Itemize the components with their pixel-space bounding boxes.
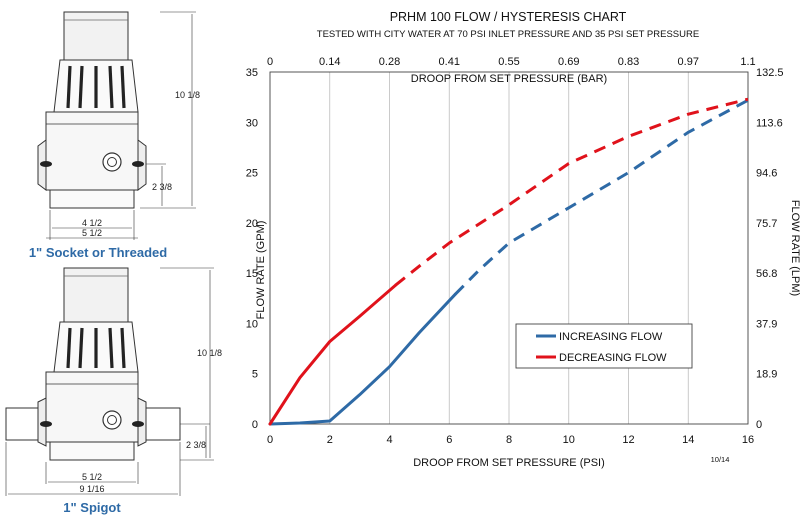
x2-tick-labels: 0 0.14 0.28 0.41 0.55 0.69 0.83 0.97 1.1 bbox=[267, 56, 756, 68]
dim-height-bottom: 10 1/8 bbox=[197, 348, 222, 358]
dim-width-outer-bottom: 9 1/16 bbox=[79, 484, 104, 494]
y-tick-label: 30 bbox=[246, 117, 258, 129]
x2-tick-label: 1.1 bbox=[740, 56, 755, 68]
y2-tick-label: 0 bbox=[756, 419, 762, 431]
valve-drawing-top: 10 1/8 2 3/8 4 1/2 5 1/2 1" Socket or Th… bbox=[29, 11, 200, 260]
legend-box bbox=[515, 323, 693, 369]
y-tick-label: 35 bbox=[246, 67, 258, 79]
date-code: 10/14 bbox=[711, 455, 730, 464]
x-tick-label: 10 bbox=[563, 434, 575, 446]
y2-tick-label: 75.7 bbox=[756, 218, 777, 230]
series-layer bbox=[268, 97, 749, 426]
y-tick-label: 25 bbox=[246, 168, 258, 180]
dim-port-bottom: 2 3/8 bbox=[186, 440, 206, 450]
series-increasing-solid-line bbox=[268, 292, 457, 426]
series-decreasing-dashed-line bbox=[394, 97, 749, 287]
y2-axis-label: FLOW RATE (LPM) bbox=[789, 200, 800, 296]
x2-tick-label: 0.41 bbox=[439, 56, 460, 68]
y-axis-label: FLOW RATE (GPM) bbox=[255, 221, 267, 320]
chart-legend: INCREASING FLOW DECREASING FLOW bbox=[515, 323, 693, 369]
x2-tick-label: 0.55 bbox=[498, 56, 519, 68]
x-tick-label: 12 bbox=[622, 434, 634, 446]
x-tick-label: 14 bbox=[682, 434, 694, 446]
x-tick-label: 8 bbox=[506, 434, 512, 446]
valve-bottom-body bbox=[45, 371, 139, 443]
y2-tick-label: 132.5 bbox=[756, 67, 784, 79]
dim-port-top: 2 3/8 bbox=[152, 182, 172, 192]
x2-tick-label: 0.14 bbox=[319, 56, 340, 68]
dim-width-inner-bottom: 5 1/2 bbox=[82, 472, 102, 482]
x-axis-label: DROOP FROM SET PRESSURE (PSI) bbox=[413, 457, 605, 469]
valve-top-body bbox=[45, 111, 139, 191]
plot-frame bbox=[269, 71, 749, 425]
series-decreasing-solid-line bbox=[268, 283, 397, 426]
valve-caption-bottom: 1" Spigot bbox=[63, 500, 121, 515]
chart-subtitle: TESTED WITH CITY WATER AT 70 PSI INLET P… bbox=[317, 29, 699, 40]
x2-axis-label: DROOP FROM SET PRESSURE (BAR) bbox=[411, 73, 607, 85]
x2-tick-label: 0 bbox=[267, 56, 273, 68]
chart-title: PRHM 100 FLOW / HYSTERESIS CHART bbox=[390, 10, 627, 24]
dim-height-top: 10 1/8 bbox=[175, 90, 200, 100]
valve-drawing-bottom: 10 1/8 2 3/8 5 1/2 9 1/16 1" Spigot bbox=[5, 267, 222, 515]
x-tick-label: 0 bbox=[267, 434, 273, 446]
x2-tick-label: 0.97 bbox=[678, 56, 699, 68]
y2-tick-labels: 0 18.9 37.9 56.8 75.7 94.6 113.6 132.5 bbox=[756, 67, 784, 431]
series-increasing-dashed-line bbox=[454, 98, 749, 296]
y2-tick-label: 94.6 bbox=[756, 168, 777, 180]
y2-tick-label: 18.9 bbox=[756, 369, 777, 381]
valve-top-cap bbox=[63, 11, 129, 61]
x-tick-label: 2 bbox=[327, 434, 333, 446]
y-tick-label: 10 bbox=[246, 318, 258, 330]
x-tick-label: 16 bbox=[742, 434, 754, 446]
y-tick-label: 20 bbox=[246, 218, 258, 230]
y-tick-label: 5 bbox=[252, 369, 258, 381]
x2-tick-label: 0.28 bbox=[379, 56, 400, 68]
x-tick-label: 4 bbox=[386, 434, 392, 446]
y2-tick-label: 56.8 bbox=[756, 268, 777, 280]
y2-tick-label: 113.6 bbox=[756, 117, 783, 129]
y-tick-label: 15 bbox=[246, 268, 258, 280]
dim-width-inner-top: 4 1/2 bbox=[82, 218, 102, 228]
valve-caption-top: 1" Socket or Threaded bbox=[29, 245, 167, 260]
x-tick-labels: 0 2 4 6 8 10 12 14 16 bbox=[267, 434, 754, 446]
flow-chart: PRHM 100 FLOW / HYSTERESIS CHART TESTED … bbox=[246, 10, 800, 469]
y2-tick-label: 37.9 bbox=[756, 318, 777, 330]
x-tick-label: 6 bbox=[446, 434, 452, 446]
legend-label-increasing: INCREASING FLOW bbox=[559, 331, 663, 343]
legend-label-decreasing: DECREASING FLOW bbox=[559, 352, 667, 364]
y-tick-label: 0 bbox=[252, 419, 258, 431]
x2-tick-label: 0.69 bbox=[558, 56, 579, 68]
dim-width-outer-top: 5 1/2 bbox=[82, 228, 102, 238]
x2-tick-label: 0.83 bbox=[618, 56, 639, 68]
y-tick-labels: 0 5 10 15 20 25 30 35 bbox=[246, 67, 258, 431]
